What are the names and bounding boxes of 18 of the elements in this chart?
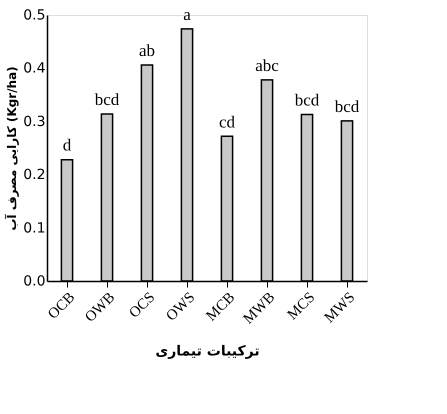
- annotation: bcd: [294, 90, 320, 110]
- y-tick-label: 0.4: [23, 60, 46, 77]
- y-tick-label: 0.2: [23, 167, 46, 184]
- y-tick-label: 0.1: [23, 220, 46, 236]
- annotation: ab: [138, 41, 156, 60]
- y-tick-label: 0.5: [23, 8, 46, 24]
- annotation: a: [183, 4, 192, 24]
- x-tick-label: OCB: [45, 290, 78, 323]
- annotation: bcd: [94, 90, 120, 109]
- annotation: abc: [255, 56, 280, 75]
- annotation: d: [62, 136, 72, 155]
- annotation: bcd: [334, 96, 360, 116]
- x-tick-label: OCS: [126, 290, 158, 322]
- y-axis-title: کارایی مصرف آب (Kgr/ha): [4, 66, 20, 231]
- y-tick-label: 0.3: [23, 114, 46, 130]
- annotation: cd: [218, 112, 236, 132]
- x-axis-title: ترکیبات تیماری: [155, 344, 260, 360]
- y-tick-label: 0.0: [23, 274, 46, 290]
